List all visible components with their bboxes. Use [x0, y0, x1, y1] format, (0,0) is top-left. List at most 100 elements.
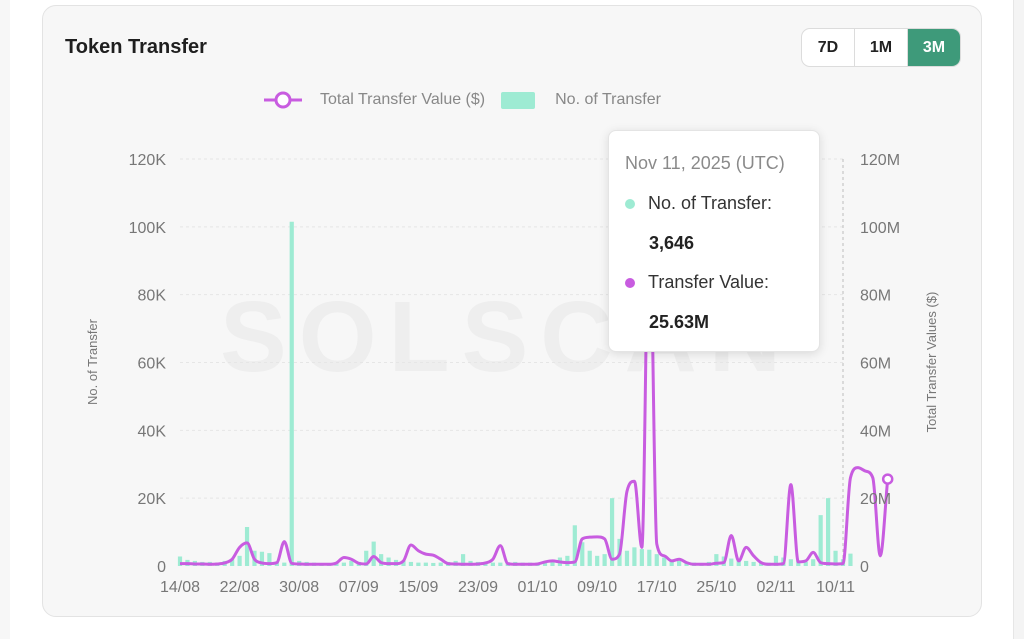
transfer-count-bar[interactable]	[803, 561, 808, 566]
transfer-count-bar[interactable]	[371, 541, 376, 566]
chart-legend: Total Transfer Value ($) No. of Transfer	[264, 88, 661, 112]
transfer-count-bar[interactable]	[542, 562, 548, 566]
transfer-count-bar[interactable]	[602, 554, 607, 566]
x-axis-tick-label: 10/11	[816, 579, 855, 596]
transfer-value-dot-icon	[625, 277, 635, 288]
right-axis-tick-label: 40M	[860, 423, 891, 440]
transfer-value-line-path	[180, 198, 890, 566]
right-axis-title: Total Transfer Values ($)	[924, 292, 939, 433]
range-1m-button[interactable]: 1M	[855, 29, 908, 66]
transfer-count-bar[interactable]	[267, 553, 272, 566]
transfer-count-bar[interactable]	[758, 562, 764, 566]
transfer-count-bar[interactable]	[572, 525, 577, 566]
tooltip-transfer-count-label: No. of Transfer:	[648, 193, 773, 213]
right-axis-tick-label: 100M	[860, 220, 900, 237]
range-7d-button[interactable]: 7D	[802, 29, 855, 66]
transfer-count-bar[interactable]	[595, 555, 600, 566]
transfer-count-bar[interactable]	[751, 561, 756, 566]
transfer-count-bar[interactable]	[662, 557, 667, 566]
transfer-count-bar[interactable]	[282, 562, 287, 566]
transfer-count-bar[interactable]	[431, 562, 436, 566]
transfer-count-bar[interactable]	[237, 555, 242, 566]
right-axis-tick-label: 0	[860, 559, 869, 576]
transfer-count-bar[interactable]	[654, 554, 659, 566]
transfer-count-bar[interactable]	[833, 550, 838, 566]
transfer-count-bar[interactable]	[341, 562, 346, 566]
transfer-count-bar[interactable]	[788, 559, 793, 566]
transfer-count-bar[interactable]	[364, 550, 369, 566]
legend-no-of-transfer-label[interactable]: No. of Transfer	[555, 91, 661, 108]
x-axis-tick-label: 15/09	[398, 579, 438, 596]
tooltip-transfer-count-row: No. of Transfer:	[625, 193, 772, 214]
transfer-count-bar[interactable]	[818, 515, 823, 566]
transfer-count-bar[interactable]	[401, 560, 406, 566]
transfer-count-bar[interactable]	[729, 558, 734, 566]
x-axis-tick-label: 23/09	[458, 579, 498, 596]
transfer-count-bar[interactable]	[587, 550, 592, 566]
transfer-count-bar[interactable]	[259, 551, 265, 566]
transfer-count-bar[interactable]	[669, 559, 674, 566]
left-axis-tick-label: 120K	[129, 152, 167, 169]
transfer-count-bar[interactable]	[677, 560, 682, 566]
transfer-count-bar[interactable]	[438, 562, 443, 566]
transfer-count-bar[interactable]	[490, 562, 495, 566]
transfer-count-bar[interactable]	[565, 555, 570, 566]
x-axis-tick-label: 02/11	[757, 579, 796, 596]
transfer-count-bar[interactable]	[647, 549, 652, 566]
transfer-count-bar[interactable]	[386, 557, 391, 566]
chart-axes: 0 0 20K 20M 40K 40M 60K 60M 80K 80M 100K 100M 120K 12…	[85, 152, 939, 596]
legend-transfer-value-label[interactable]: Total Transfer Value ($)	[320, 91, 486, 108]
transfer-count-bar[interactable]	[550, 559, 555, 566]
transfer-count-bar[interactable]	[408, 561, 414, 566]
transfer-count-bar[interactable]	[230, 559, 235, 566]
transfer-count-bar[interactable]	[379, 554, 384, 566]
x-axis-tick-label: 17/10	[637, 579, 677, 596]
right-axis-tick-label: 20M	[860, 491, 891, 508]
x-axis-tick-label: 30/08	[279, 579, 319, 596]
transfer-count-bar[interactable]	[177, 556, 183, 566]
transfer-count-bar[interactable]	[349, 560, 354, 566]
tooltip-transfer-value-value: 25.63M	[649, 312, 710, 332]
transfer-count-bar[interactable]	[826, 498, 831, 566]
transfer-count-bar[interactable]	[460, 554, 466, 566]
tooltip-date: Nov 11, 2025 (UTC)	[625, 153, 785, 173]
tooltip-transfer-value-label: Transfer Value:	[648, 272, 770, 292]
tooltip-transfer-value-row: Transfer Value:	[625, 272, 769, 293]
transfer-count-bar[interactable]	[423, 562, 428, 566]
transfer-count-bar[interactable]	[244, 526, 250, 566]
active-data-point[interactable]	[881, 473, 894, 485]
time-range-selector: 7D 1M 3M	[801, 28, 961, 67]
right-axis-tick-label: 80M	[860, 288, 891, 305]
transfer-count-bar[interactable]	[580, 542, 585, 566]
tooltip-transfer-count-value: 3,646	[649, 233, 695, 253]
left-axis-title: No. of Transfer	[85, 318, 100, 405]
transfer-count-bar[interactable]	[639, 549, 644, 566]
transfer-count-bar[interactable]	[498, 562, 503, 566]
transfer-count-bar[interactable]	[289, 221, 294, 566]
right-axis-tick-label: 120M	[860, 152, 900, 169]
transfer-count-bar[interactable]	[714, 554, 719, 566]
transfer-count-bar[interactable]	[796, 560, 801, 566]
transfer-count-bar[interactable]	[744, 560, 749, 566]
transfer-count-bar[interactable]	[736, 559, 741, 566]
line-series-legend-icon[interactable]	[264, 90, 302, 110]
card-title: Token Transfer	[65, 36, 207, 58]
left-axis-tick-label: 0	[157, 559, 166, 576]
x-axis-tick-label: 07/09	[339, 579, 379, 596]
range-3m-button[interactable]: 3M	[908, 29, 960, 66]
chart-tooltip: Nov 11, 2025 (UTC) No. of Transfer: 3,64…	[608, 130, 820, 352]
transfer-count-bar[interactable]	[632, 547, 637, 566]
left-axis-tick-label: 60K	[138, 356, 167, 373]
transfer-count-bar[interactable]	[416, 562, 421, 566]
x-axis-tick-label: 01/10	[518, 579, 558, 596]
left-axis-tick-label: 80K	[138, 288, 167, 305]
transfer-count-bar[interactable]	[609, 498, 615, 566]
bar-series-legend-icon[interactable]	[501, 91, 536, 109]
left-panel-edge	[0, 0, 10, 639]
x-axis-tick-label: 09/10	[577, 579, 617, 596]
transfer-count-bar[interactable]	[848, 553, 853, 566]
transfer-count-bar[interactable]	[624, 550, 630, 566]
transfer-count-bar[interactable]	[773, 555, 779, 566]
transfer-count-bar[interactable]	[811, 559, 816, 566]
x-axis-tick-label: 22/08	[220, 579, 260, 596]
